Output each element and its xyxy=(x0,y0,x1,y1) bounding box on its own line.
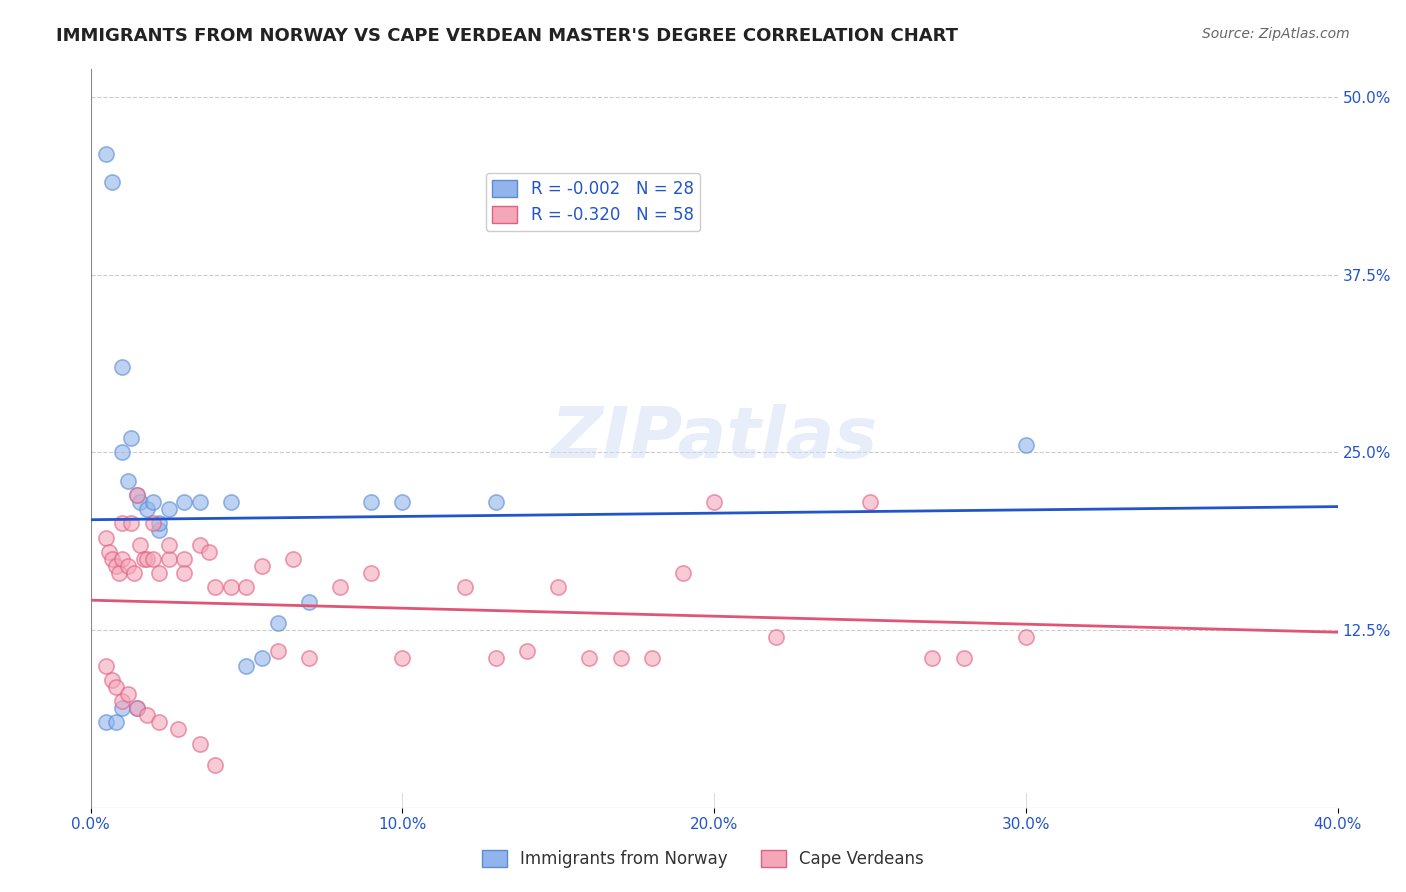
Point xyxy=(173,566,195,581)
Point xyxy=(250,559,273,574)
Point xyxy=(485,651,508,665)
Point xyxy=(142,516,165,531)
Point xyxy=(96,715,118,730)
Point xyxy=(117,474,139,488)
Point xyxy=(148,524,170,538)
Point xyxy=(204,580,226,594)
Point xyxy=(129,495,152,509)
Point xyxy=(454,580,477,594)
Point xyxy=(235,580,257,594)
Point xyxy=(127,488,149,502)
Point xyxy=(148,566,170,581)
Point xyxy=(157,538,180,552)
Point xyxy=(142,495,165,509)
Point xyxy=(111,694,134,708)
Point xyxy=(111,552,134,566)
Point xyxy=(157,552,180,566)
Point xyxy=(578,651,600,665)
Point xyxy=(104,680,127,694)
Text: Source: ZipAtlas.com: Source: ZipAtlas.com xyxy=(1202,27,1350,41)
Point xyxy=(111,701,134,715)
Point xyxy=(219,495,242,509)
Point xyxy=(329,580,352,594)
Point xyxy=(122,566,145,581)
Legend: R = -0.002   N = 28, R = -0.320   N = 58: R = -0.002 N = 28, R = -0.320 N = 58 xyxy=(485,173,700,231)
Point xyxy=(167,723,190,737)
Point xyxy=(516,644,538,658)
Point xyxy=(127,701,149,715)
Point xyxy=(142,552,165,566)
Point xyxy=(120,516,142,531)
Point xyxy=(672,566,695,581)
Point xyxy=(266,644,288,658)
Point xyxy=(391,651,413,665)
Text: IMMIGRANTS FROM NORWAY VS CAPE VERDEAN MASTER'S DEGREE CORRELATION CHART: IMMIGRANTS FROM NORWAY VS CAPE VERDEAN M… xyxy=(56,27,959,45)
Point xyxy=(921,651,943,665)
Point xyxy=(391,495,413,509)
Point xyxy=(283,552,305,566)
Point xyxy=(148,516,170,531)
Point xyxy=(111,516,134,531)
Point xyxy=(104,559,127,574)
Point xyxy=(135,552,157,566)
Point xyxy=(111,359,134,374)
Point xyxy=(148,715,170,730)
Point xyxy=(98,545,121,559)
Point xyxy=(157,502,180,516)
Point xyxy=(360,495,382,509)
Point xyxy=(111,445,134,459)
Point xyxy=(107,566,129,581)
Point xyxy=(703,495,725,509)
Point xyxy=(204,758,226,772)
Point xyxy=(96,146,118,161)
Point xyxy=(117,559,139,574)
Point xyxy=(188,495,211,509)
Point xyxy=(235,658,257,673)
Text: ZIPatlas: ZIPatlas xyxy=(550,403,877,473)
Point xyxy=(96,658,118,673)
Point xyxy=(765,630,787,644)
Point xyxy=(298,594,321,608)
Point xyxy=(859,495,882,509)
Point xyxy=(135,502,157,516)
Point xyxy=(188,538,211,552)
Point xyxy=(127,488,149,502)
Point xyxy=(298,651,321,665)
Point xyxy=(173,552,195,566)
Point xyxy=(266,615,288,630)
Point xyxy=(250,651,273,665)
Point xyxy=(952,651,974,665)
Point xyxy=(547,580,569,594)
Point xyxy=(135,708,157,723)
Point xyxy=(101,552,124,566)
Point xyxy=(132,552,155,566)
Point xyxy=(1015,438,1038,452)
Point xyxy=(609,651,631,665)
Point xyxy=(1015,630,1038,644)
Point xyxy=(101,673,124,687)
Point xyxy=(129,538,152,552)
Point xyxy=(127,701,149,715)
Point xyxy=(96,531,118,545)
Point xyxy=(104,715,127,730)
Legend: Immigrants from Norway, Cape Verdeans: Immigrants from Norway, Cape Verdeans xyxy=(475,843,931,875)
Point xyxy=(485,495,508,509)
Point xyxy=(120,431,142,445)
Point xyxy=(198,545,221,559)
Point xyxy=(641,651,664,665)
Point xyxy=(360,566,382,581)
Point xyxy=(101,175,124,189)
Point xyxy=(173,495,195,509)
Point xyxy=(188,737,211,751)
Point xyxy=(117,687,139,701)
Point xyxy=(219,580,242,594)
